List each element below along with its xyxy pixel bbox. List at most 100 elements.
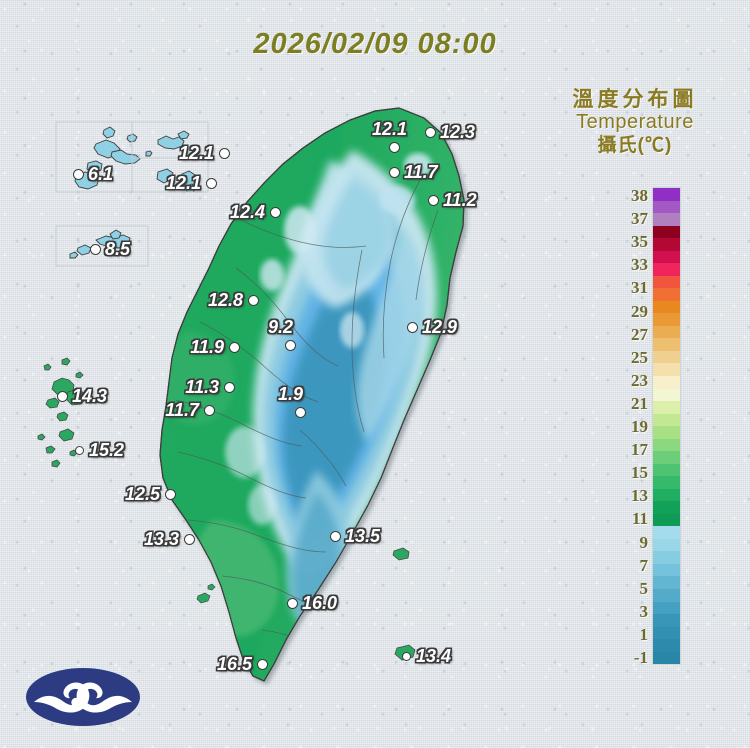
colorbar-band-30 — [653, 563, 680, 577]
colorbar-tick-9: 9 — [639, 532, 649, 552]
legend-title-cn: 溫度分布圖 — [572, 88, 698, 111]
colorbar-band-28 — [653, 538, 680, 552]
colorbar-band-11 — [653, 325, 680, 339]
station-dot — [203, 404, 215, 416]
colorbar-tick-31: 31 — [631, 278, 648, 298]
station-dot — [286, 597, 298, 609]
station-dot — [424, 126, 436, 138]
station-dot — [406, 321, 418, 333]
station-value-label: 15.2 — [89, 440, 125, 460]
station-value-label: 11.7 — [404, 162, 438, 182]
colorbar-band-9 — [653, 300, 680, 314]
central-mountain-range — [161, 150, 439, 643]
colorbar-tick-19: 19 — [631, 417, 648, 436]
colorbar-tick-33: 33 — [631, 255, 648, 275]
colorbar-band-22 — [653, 463, 680, 477]
colorbar-tick-15: 15 — [631, 463, 648, 483]
station-value-label: 11.7 — [165, 400, 199, 420]
station-dot — [427, 194, 439, 206]
colorbar-band-34 — [653, 614, 680, 627]
colorbar-band-1 — [653, 200, 680, 214]
colorbar-band-37 — [653, 651, 680, 665]
station-dot — [228, 341, 240, 353]
legend-unit: 攝氏(℃) — [597, 135, 673, 157]
colorbar-tick-21: 21 — [631, 393, 648, 413]
station-value-label: 12.5 — [124, 484, 160, 504]
colorbar-tick-11: 11 — [631, 509, 648, 529]
colorbar-band-32 — [653, 589, 680, 602]
colorbar-tick-29: 29 — [631, 301, 648, 321]
colorbar-tick-37: 37 — [631, 209, 648, 229]
colorbar-band-5 — [653, 250, 680, 264]
station-value-label: 11.3 — [185, 377, 219, 397]
colorbar-tick--1: -1 — [633, 648, 648, 667]
colorbar-tick-5: 5 — [639, 578, 649, 598]
kinmen-islands — [69, 229, 131, 259]
colorbar-band-36 — [653, 639, 680, 652]
station-dot — [89, 243, 101, 255]
colorbar-tick-3: 3 — [639, 601, 649, 621]
station-dot — [72, 168, 84, 180]
station-dot — [218, 147, 230, 159]
kinmen-inset-frame — [55, 225, 149, 267]
colorbar-swatches — [653, 188, 680, 665]
taiwan-coastline — [159, 107, 465, 682]
colorbar-band-35 — [653, 626, 680, 640]
colorbar-band-29 — [653, 551, 680, 564]
station-value-label: 12.4 — [229, 202, 265, 222]
colorbar-band-16 — [653, 388, 680, 402]
colorbar-band-27 — [653, 526, 680, 539]
station-value-label: 8.5 — [105, 239, 131, 259]
colorbar-band-23 — [653, 476, 680, 489]
page-title: 2026/02/09 08:00 — [253, 28, 497, 60]
colorbar-tick-1: 1 — [639, 624, 649, 644]
colorbar-band-12 — [653, 338, 680, 351]
colorbar-tick-38: 38 — [631, 186, 648, 205]
station-dot — [256, 658, 268, 670]
colorbar-band-25 — [653, 501, 680, 514]
station-value-label: 11.2 — [443, 190, 477, 210]
colorbar-band-31 — [653, 576, 680, 589]
temperature-colorbar — [652, 187, 681, 665]
station-value-label: 13.5 — [345, 526, 381, 546]
station-value-label: 14.3 — [72, 386, 108, 406]
colorbar-band-20 — [653, 438, 680, 452]
colorbar-band-6 — [653, 263, 680, 276]
colorbar-tick-labels: 38 37 35 33 31 29 27 25 23 21 19 17 15 13 11 9 7 5 3 1 -1 — [596, 180, 648, 670]
colorbar-band-7 — [653, 275, 680, 289]
colorbar-band-21 — [653, 451, 680, 464]
colorbar-band-10 — [653, 313, 680, 326]
colorbar-tick-35: 35 — [631, 232, 648, 252]
colorbar-band-3 — [653, 225, 680, 239]
colorbar-tick-27: 27 — [631, 324, 648, 344]
station-dot — [269, 206, 281, 218]
colorbar-band-26 — [653, 513, 680, 527]
station-value-label: 12.1 — [178, 143, 214, 163]
station-dot — [294, 406, 306, 418]
colorbar-band-18 — [653, 413, 680, 427]
legend-header: 溫度分布圖 Temperature 攝氏(℃) — [540, 88, 730, 158]
station-dot — [329, 530, 341, 542]
station-value-label: 12.8 — [207, 290, 243, 310]
station-dot — [388, 166, 400, 178]
colorbar-band-15 — [653, 375, 680, 389]
southwest-islets — [196, 583, 216, 604]
colorbar-tick-25: 25 — [631, 347, 648, 367]
station-dot — [183, 533, 195, 545]
colorbar-band-2 — [653, 213, 680, 226]
colorbar-band-0 — [653, 188, 680, 201]
station-dot — [401, 651, 411, 661]
station-value-label: 9.2 — [268, 317, 294, 337]
colorbar-band-24 — [653, 488, 680, 502]
colorbar-band-17 — [653, 401, 680, 414]
cwa-logo — [26, 668, 140, 726]
colorbar-tick-17: 17 — [631, 440, 648, 460]
colorbar-band-13 — [653, 350, 680, 364]
station-dot — [284, 339, 296, 351]
logo-wind-symbol — [34, 682, 132, 713]
legend-title-en: Temperature — [576, 111, 694, 134]
station-dot — [74, 445, 84, 455]
colorbar-tick-7: 7 — [639, 555, 649, 575]
station-dot — [56, 390, 68, 402]
